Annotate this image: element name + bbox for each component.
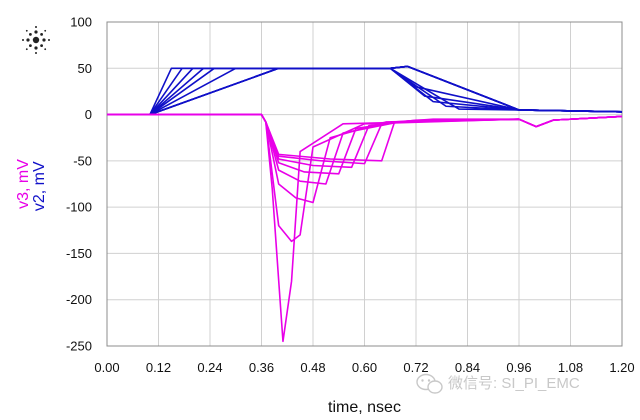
x-tick-label: 1.08 xyxy=(558,360,583,375)
x-tick-label: 0.72 xyxy=(403,360,428,375)
y-axis-label-v2: v2, mV xyxy=(31,161,48,211)
x-tick-label: 0.00 xyxy=(94,360,119,375)
watermark-text: 微信号: SI_PI_EMC xyxy=(448,375,580,392)
y-tick-label: 0 xyxy=(85,107,92,122)
x-tick-label: 0.60 xyxy=(352,360,377,375)
wechat-icon xyxy=(416,373,443,394)
v3-series-line-8 xyxy=(107,113,623,162)
x-tick-label: 0.96 xyxy=(506,360,531,375)
x-axis-label: time, nsec xyxy=(328,399,401,416)
company-logo-icon xyxy=(22,26,50,54)
y-tick-label: 50 xyxy=(78,61,92,76)
y-tick-labels: 100 50 0 -50 -100 -150 -200 -250 xyxy=(66,15,92,354)
x-tick-label: 0.84 xyxy=(455,360,480,375)
x-tick-label: 0.24 xyxy=(197,360,222,375)
y-tick-label: -50 xyxy=(73,153,92,168)
plot-frame xyxy=(106,21,623,347)
grid-lines xyxy=(106,21,623,347)
x-tick-label: 0.36 xyxy=(249,360,274,375)
x-tick-label: 1.20 xyxy=(609,360,634,375)
y-tick-label: -150 xyxy=(66,246,92,261)
x-tick-labels: 0.00 0.12 0.24 0.36 0.48 0.60 0.72 0.84 0.96 1.08… xyxy=(94,360,634,375)
watermark: 微信号: SI_PI_EMC xyxy=(416,373,580,394)
y-tick-label: 100 xyxy=(70,15,92,30)
x-tick-label: 0.48 xyxy=(300,360,325,375)
y-axis-label: v2, mV v3, mV xyxy=(15,157,48,211)
y-tick-label: -250 xyxy=(66,339,92,354)
x-tick-label: 0.12 xyxy=(146,360,171,375)
y-tick-label: -100 xyxy=(66,200,92,215)
y-axis-label-v3: v3, mV xyxy=(15,159,32,209)
y-tick-label: -200 xyxy=(66,292,92,307)
series-group xyxy=(107,65,623,343)
